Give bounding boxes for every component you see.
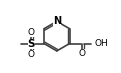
Text: O: O <box>28 28 35 37</box>
Text: OH: OH <box>94 39 108 48</box>
Text: S: S <box>28 39 35 49</box>
Text: N: N <box>53 16 61 26</box>
Text: O: O <box>28 50 35 59</box>
Text: O: O <box>79 49 86 58</box>
